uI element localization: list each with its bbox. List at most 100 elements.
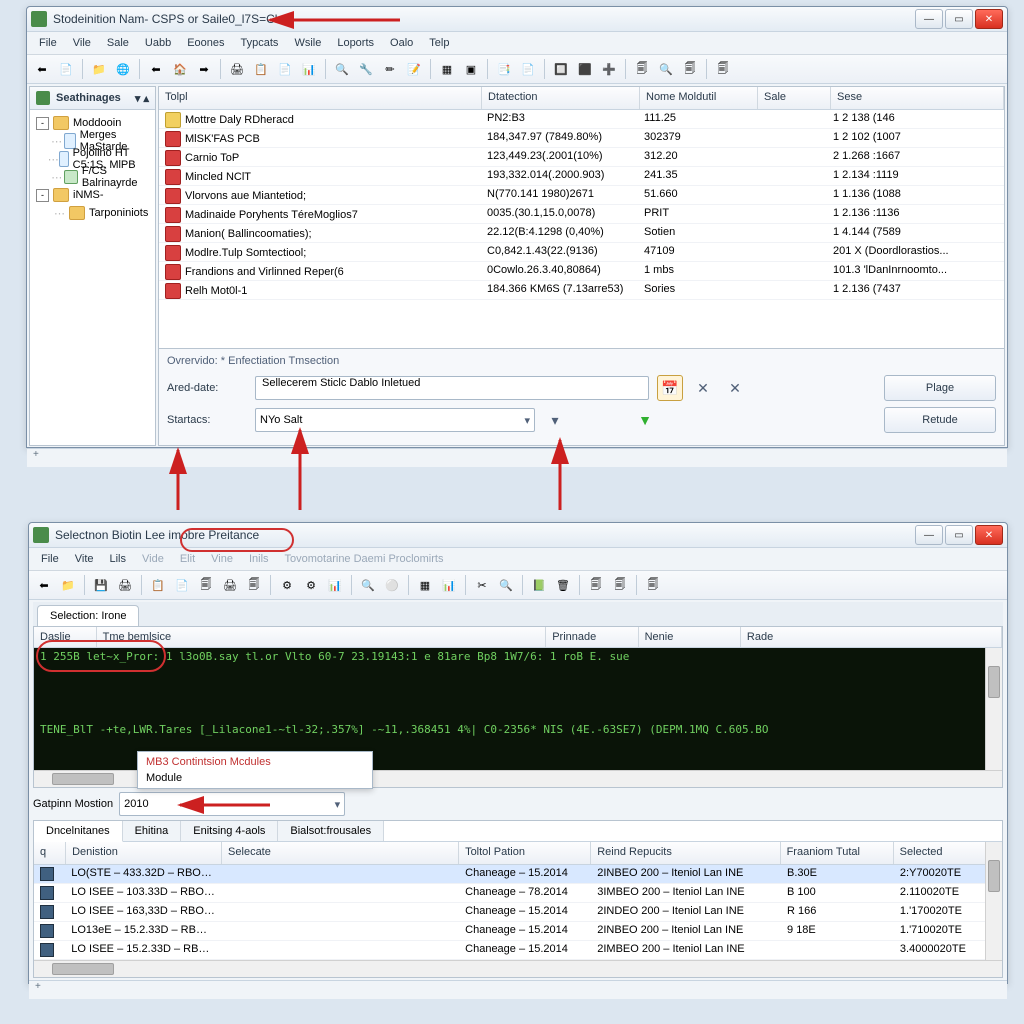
clear-icon-1[interactable]: ✕	[691, 376, 715, 400]
module-combo[interactable]: 2010 ▾	[119, 792, 345, 816]
toolbar-icon[interactable]: 📁	[57, 574, 79, 596]
column-header[interactable]: Daslie	[34, 627, 97, 647]
table-row[interactable]: Mottre Daly RDheracdPN2:B3111.251 2 138 …	[159, 110, 1004, 129]
toolbar-icon[interactable]: ⬅	[33, 574, 55, 596]
column-header[interactable]: Prinnade	[546, 627, 638, 647]
toolbar-icon[interactable]: 🏠	[169, 58, 191, 80]
table-row[interactable]: Manion( Ballincoomaties);22.12(B:4.1298 …	[159, 224, 1004, 243]
toolbar-icon[interactable]: 🗐	[642, 574, 664, 596]
tab-bialsot:frousales[interactable]: Bialsot:frousales	[278, 821, 384, 841]
toolbar-icon[interactable]: 🗐	[712, 58, 734, 80]
menu-elit[interactable]: Elit	[172, 551, 203, 567]
column-header[interactable]: Selecate	[222, 842, 459, 864]
column-header[interactable]: Toltol Pation	[459, 842, 591, 864]
toolbar-icon[interactable]: 🔲	[550, 58, 572, 80]
toolbar-icon[interactable]: 📋	[147, 574, 169, 596]
menu-tovomotarine daemi proclomirts[interactable]: Tovomotarine Daemi Proclomirts	[277, 551, 452, 567]
column-header[interactable]: Fraaniom Tutal	[781, 842, 894, 864]
menu-vite[interactable]: Vite	[67, 551, 102, 567]
menu-telp[interactable]: Telp	[421, 35, 457, 51]
toolbar-icon[interactable]: 📝	[403, 58, 425, 80]
toolbar-icon[interactable]: 🖨	[226, 58, 248, 80]
plage-button[interactable]: Plage	[884, 375, 996, 401]
toolbar-icon[interactable]: 🔍	[495, 574, 517, 596]
toolbar-icon[interactable]: ⚪	[381, 574, 403, 596]
play-icon[interactable]: ▼	[633, 408, 657, 432]
toolbar-icon[interactable]: ▣	[460, 58, 482, 80]
menu-wsile[interactable]: Wsile	[286, 35, 329, 51]
toolbar-icon[interactable]: 🗑	[552, 574, 574, 596]
toolbar-icon[interactable]: ⚙	[300, 574, 322, 596]
table-row[interactable]: Frandions and Virlinned Reper(60Cowlo.26…	[159, 262, 1004, 281]
column-header[interactable]: Tolpl	[159, 87, 482, 109]
toolbar-icon[interactable]: 🖨	[114, 574, 136, 596]
toolbar-icon[interactable]: 🔍	[655, 58, 677, 80]
clear-icon-2[interactable]: ✕	[723, 376, 747, 400]
menu-oalo[interactable]: Oalo	[382, 35, 421, 51]
column-header[interactable]: Nenie	[639, 627, 741, 647]
calendar-icon[interactable]: 📅	[657, 375, 683, 401]
table-row[interactable]: Mincled NClT193,332.014(.2000.903)241.35…	[159, 167, 1004, 186]
toolbar-icon[interactable]: 🗐	[679, 58, 701, 80]
toolbar-icon[interactable]: 🗐	[609, 574, 631, 596]
scrollbar-vertical[interactable]	[985, 648, 1002, 770]
toolbar-icon[interactable]: 📄	[274, 58, 296, 80]
tree-toggle-icon[interactable]: -	[36, 117, 49, 130]
toolbar-icon[interactable]: ⬅	[31, 58, 53, 80]
table-row[interactable]: LO ISEE – 163,33D – RBOTT.INDCONIOLANECh…	[34, 903, 1002, 922]
menu-vile[interactable]: Vile	[65, 35, 99, 51]
tree-item[interactable]: ⋯F/CS Balrinayrde	[32, 168, 153, 186]
toolbar-icon[interactable]: 📊	[324, 574, 346, 596]
table-row[interactable]: Madinaide Poryhents TéreMoglios70035.(30…	[159, 205, 1004, 224]
table-row[interactable]: LO(STE – 433.32D – RBOTT.INDCONIOLANECha…	[34, 865, 1002, 884]
column-header[interactable]: Rade	[741, 627, 1002, 647]
tab-ehitina[interactable]: Ehitina	[123, 821, 182, 841]
table-row[interactable]: Vlorvons aue Miantetiod;N(770.141 1980)2…	[159, 186, 1004, 205]
toolbar-icon[interactable]: ✏	[379, 58, 401, 80]
minimize-button[interactable]: —	[915, 525, 943, 545]
column-header[interactable]: Dtatection	[482, 87, 640, 109]
menu-file[interactable]: File	[31, 35, 65, 51]
tab-selection[interactable]: Selection: Irone	[37, 605, 139, 626]
toolbar-icon[interactable]: 📄	[55, 58, 77, 80]
table-row[interactable]: LO ISEE – 15.2.33D – RBOTT.INDCONIOLANEC…	[34, 941, 1002, 960]
filter-select-status[interactable]: NYo Salt ▾	[255, 408, 535, 432]
toolbar-icon[interactable]: 📊	[438, 574, 460, 596]
table-row[interactable]: Relh Mot0l-1184.366 KM6S (7.13arre53)Sor…	[159, 281, 1004, 300]
menu-file[interactable]: File	[33, 551, 67, 567]
column-header[interactable]: q	[34, 842, 66, 864]
chevron-down-icon[interactable]: ▾	[543, 408, 567, 432]
toolbar-icon[interactable]: 🔍	[331, 58, 353, 80]
tab-enitsing 4-aols[interactable]: Enitsing 4-aols	[181, 821, 278, 841]
toolbar-icon[interactable]: 🗐	[243, 574, 265, 596]
column-header[interactable]: Sale	[758, 87, 831, 109]
toolbar-icon[interactable]: ▦	[436, 58, 458, 80]
toolbar-icon[interactable]: 🔍	[357, 574, 379, 596]
toolbar-icon[interactable]: 💾	[90, 574, 112, 596]
tab-dncelnitanes[interactable]: Dncelnitanes	[34, 821, 123, 842]
scrollbar-vertical[interactable]	[985, 842, 1002, 960]
toolbar-icon[interactable]: 📄	[517, 58, 539, 80]
toolbar-icon[interactable]: 📄	[171, 574, 193, 596]
toolbar-icon[interactable]: 📗	[528, 574, 550, 596]
menu-vide[interactable]: Vide	[134, 551, 172, 567]
sidebar-header[interactable]: Seathinages ▾ ▴	[30, 87, 155, 110]
table-row[interactable]: Carnio ToP123,449.23(.2001(10%)312.202 1…	[159, 148, 1004, 167]
toolbar-icon[interactable]: 🗐	[585, 574, 607, 596]
toolbar-icon[interactable]: 📑	[493, 58, 515, 80]
menu-lils[interactable]: Lils	[102, 551, 135, 567]
table-row[interactable]: Modlre.Tulp Somtectiool;C0,842.1.43(22.(…	[159, 243, 1004, 262]
table-row[interactable]: LO13eE – 15.2.33D – RBOCT.INDCONIOLANECh…	[34, 922, 1002, 941]
toolbar-icon[interactable]: 🔧	[355, 58, 377, 80]
column-header[interactable]: Nome Moldutil	[640, 87, 758, 109]
toolbar-icon[interactable]: 🌐	[112, 58, 134, 80]
column-header[interactable]: Denistion	[66, 842, 222, 864]
tree-item[interactable]: ⋯Tarponiniots	[32, 204, 153, 222]
toolbar-icon[interactable]: ➕	[598, 58, 620, 80]
scrollbar-horizontal[interactable]	[34, 960, 1002, 977]
table-row[interactable]: MlSK'FAS PCB184,347.97 (7849.80%)3023791…	[159, 129, 1004, 148]
toolbar-icon[interactable]: 📁	[88, 58, 110, 80]
menu-eoones[interactable]: Eoones	[179, 35, 232, 51]
retude-button[interactable]: Retude	[884, 407, 996, 433]
toolbar-icon[interactable]: ▦	[414, 574, 436, 596]
